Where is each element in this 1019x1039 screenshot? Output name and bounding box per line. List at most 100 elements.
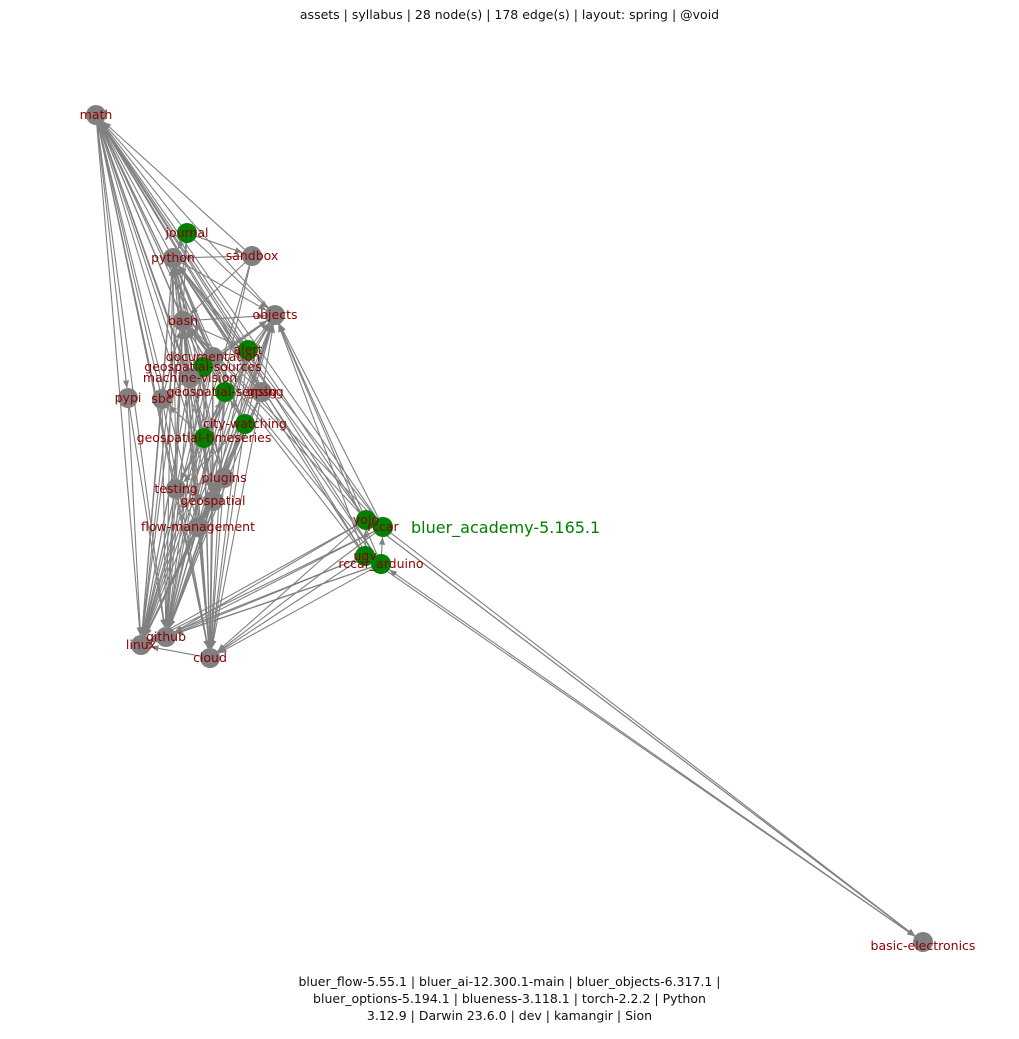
edge-geospatial-sensing-to-cloud (207, 401, 225, 649)
edge-cloud-to-linux (150, 645, 201, 657)
node-label-ugv: ugv (353, 548, 377, 563)
node-basic-electronics (913, 932, 933, 952)
node-label-city-watching: city-watching (203, 416, 287, 431)
edge-sbc-to-cloud (163, 408, 210, 649)
edge-machine-vision-to-github (164, 387, 190, 628)
footer-line: bluer_options-5.194.1 | blueness-3.118.1… (313, 991, 706, 1006)
edge-testing-to-cloud (177, 498, 210, 649)
edge-journal-to-github (163, 242, 188, 628)
edge-sandbox-to-linux (142, 265, 250, 636)
edge-journal-to-objects (193, 239, 269, 309)
node-cloud (200, 648, 220, 668)
edge-sbc-to-bash (164, 330, 182, 390)
edge-math-to-github (96, 124, 167, 628)
node-label-flow-management: flow-management (141, 519, 255, 534)
node-python (163, 248, 183, 268)
footer-line: 3.12.9 | Darwin 23.6.0 | dev | kamangir … (366, 1008, 653, 1023)
node-journal (177, 223, 197, 243)
edge-math-to-linux (96, 124, 143, 636)
node-label-journal: journal (164, 225, 208, 240)
edge-rccar-to-basic-electronics (390, 532, 916, 937)
footer-versions: bluer_flow-5.55.1 | bluer_ai-12.300.1-ma… (0, 973, 1019, 1024)
node-label-plugins: plugins (201, 470, 246, 485)
edge-rccar-arduino-to-bash (188, 328, 376, 557)
edge-rccar-to-objects (279, 323, 379, 519)
edge-geospatial-timeseries-to-objects (208, 323, 271, 430)
edge-testing-to-python (170, 267, 177, 480)
edge-flow-management-to-testing (180, 497, 194, 519)
edge-flow-management-to-linux (144, 535, 195, 637)
edge-gpsg-to-objects (263, 324, 276, 383)
edge-sandbox-to-bash (189, 262, 246, 315)
node-label-math: math (80, 107, 113, 122)
edge-rccar-to-cloud (217, 532, 376, 653)
edge-rccar-to-github (174, 531, 375, 633)
edge-ugv-to-github (175, 559, 356, 634)
edge-yolo-to-objects (278, 323, 363, 512)
node-objects (265, 305, 285, 325)
edge-yolo-to-cloud (217, 526, 359, 652)
node-bash (173, 311, 193, 331)
node-label-alert: alert (234, 342, 263, 357)
edge-alert-to-bash (191, 324, 240, 347)
edge-math-to-pypi (96, 124, 130, 389)
node-math (86, 105, 106, 125)
edge-python-to-math (100, 123, 169, 250)
edge-rccar-arduino-to-rccar (378, 536, 386, 555)
node-label-documentation: documentation (166, 349, 261, 364)
node-label-linux: linux (126, 637, 156, 652)
edge-rccar-arduino-to-python (178, 265, 376, 557)
node-label-geospatial: geospatial (181, 493, 246, 508)
edge-rccar-to-math (101, 122, 378, 520)
node-label-testing: testing (154, 481, 197, 496)
edge-plugins-to-math (98, 124, 222, 469)
edge-bash-to-objects (192, 313, 266, 321)
node-label-geospatial-timeseries: geospatial-timeseries (137, 430, 272, 445)
edge-machine-vision-to-linux (141, 387, 189, 636)
edge-journal-to-sandbox (196, 235, 243, 254)
node-sandbox (242, 246, 262, 266)
node-gpsg (252, 382, 272, 402)
node-testing (166, 479, 186, 499)
node-ugv (355, 546, 375, 566)
node-label-sandbox: sandbox (226, 248, 279, 263)
edge-ugv-to-basic-electronics (372, 561, 916, 937)
edge-bash-to-linux (140, 330, 183, 636)
edges-layer (96, 121, 916, 937)
edge-plugins-to-objects (226, 324, 273, 469)
node-rccar (373, 517, 393, 537)
node-label-geospatial-sensing: geospatial-sensing (166, 384, 283, 399)
node-label-rccar: rccar (367, 519, 399, 534)
hub-label: bluer_academy-5.165.1 (411, 518, 600, 538)
node-label-github: github (146, 629, 186, 644)
labels-layer: math journal sandbox python objects bash alert… (80, 107, 976, 953)
edge-sbc-to-linux (139, 408, 162, 636)
edge-alert-to-cloud (209, 359, 248, 649)
edge-basic-electronics-to-yolo (373, 525, 916, 937)
edge-flow-management-to-math (97, 124, 197, 518)
node-label-python: python (151, 250, 195, 265)
edge-alert-to-linux (143, 359, 246, 636)
node-geospatial (203, 491, 223, 511)
edge-yolo-to-linux (149, 524, 358, 641)
edge-ugv-to-cloud (218, 561, 357, 653)
node-label-gpsg: gpsg (247, 384, 277, 399)
node-rccar-arduino (371, 554, 391, 574)
node-geospatial-sensing (215, 382, 235, 402)
edge-math-to-cloud (97, 124, 210, 649)
nodes-layer (86, 105, 933, 952)
edge-pypi-to-linux (127, 407, 144, 636)
node-machine-vision (180, 368, 200, 388)
edge-testing-to-linux (141, 498, 175, 636)
node-city-watching (235, 414, 255, 434)
edge-sbc-to-python (162, 267, 175, 390)
edge-journal-to-python (177, 241, 185, 250)
node-yolo (356, 510, 376, 530)
figure-title: assets | syllabus | 28 node(s) | 178 edg… (299, 7, 720, 22)
edge-sbc-to-math (97, 124, 161, 390)
node-label-objects: objects (252, 307, 297, 322)
edge-pypi-to-github (129, 407, 167, 628)
node-github (156, 627, 176, 647)
edge-gpsg-to-python (178, 265, 257, 385)
